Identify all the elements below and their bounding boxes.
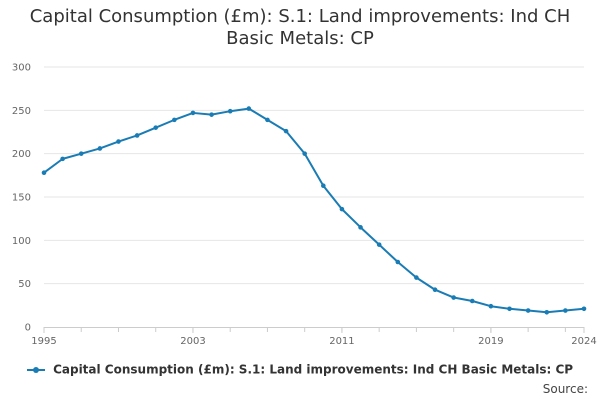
data-point-2010[interactable] bbox=[321, 183, 326, 189]
data-point-2017[interactable] bbox=[451, 295, 456, 300]
y-tick-label-50: 50 bbox=[18, 279, 31, 290]
y-tick-label-300: 300 bbox=[12, 63, 31, 74]
legend-line-marker-icon bbox=[26, 364, 45, 376]
y-tick-label-100: 100 bbox=[12, 236, 31, 247]
x-tick-label-2011: 2011 bbox=[329, 336, 354, 347]
data-point-1999[interactable] bbox=[116, 139, 121, 144]
data-point-1998[interactable] bbox=[97, 146, 103, 151]
y-tick-label-0: 0 bbox=[25, 323, 31, 334]
legend-entry-label: Capital Consumption (£m): S.1: Land impr… bbox=[53, 362, 574, 377]
y-tick-label-250: 250 bbox=[12, 106, 31, 117]
series-line-0 bbox=[43, 107, 585, 314]
axes bbox=[43, 327, 585, 333]
source-label: Source: bbox=[542, 382, 588, 396]
data-point-2020[interactable] bbox=[507, 306, 512, 312]
data-point-2003[interactable] bbox=[190, 110, 196, 116]
data-point-2022[interactable] bbox=[544, 309, 550, 315]
data-point-2000[interactable] bbox=[134, 133, 140, 138]
data-point-1997[interactable] bbox=[78, 151, 84, 156]
x-tick-label-2003: 2003 bbox=[180, 336, 205, 347]
data-point-2023[interactable] bbox=[563, 308, 568, 313]
data-point-1995[interactable] bbox=[41, 170, 47, 176]
data-point-2001[interactable] bbox=[153, 125, 159, 130]
series bbox=[41, 106, 587, 315]
chart-title-line-2: Basic Metals: CP bbox=[226, 28, 374, 49]
data-point-2009[interactable] bbox=[302, 151, 307, 156]
data-point-2007[interactable] bbox=[265, 117, 270, 123]
data-point-2006[interactable] bbox=[246, 106, 252, 111]
legend-dot-icon bbox=[32, 366, 39, 373]
y-tick-label-200: 200 bbox=[12, 149, 31, 160]
data-point-2011[interactable] bbox=[339, 206, 345, 212]
y-tick-labels: 0 50 100 150 200 250 300 bbox=[12, 63, 31, 334]
y-tick-label-150: 150 bbox=[12, 193, 31, 204]
data-point-2012[interactable] bbox=[358, 225, 363, 230]
chart-title: Capital Consumption (£m): S.1: Land impr… bbox=[0, 6, 600, 50]
data-point-2015[interactable] bbox=[414, 275, 419, 280]
gridlines bbox=[44, 66, 584, 285]
data-point-2018[interactable] bbox=[469, 298, 475, 304]
data-point-1996[interactable] bbox=[60, 156, 65, 162]
data-point-2019[interactable] bbox=[488, 303, 494, 309]
data-point-2004[interactable] bbox=[209, 112, 214, 117]
x-tick-label-1995: 1995 bbox=[31, 336, 56, 347]
data-point-2002[interactable] bbox=[172, 117, 177, 123]
chart-title-line-1: Capital Consumption (£m): S.1: Land impr… bbox=[29, 6, 571, 27]
x-tick-label-2019: 2019 bbox=[478, 336, 503, 347]
x-tick-label-2024: 2024 bbox=[571, 336, 596, 347]
data-point-2014[interactable] bbox=[395, 259, 401, 265]
data-point-2008[interactable] bbox=[283, 128, 289, 134]
data-point-2024[interactable] bbox=[581, 306, 587, 312]
x-tick-labels: 1995 2003 2011 2019 2024 bbox=[31, 336, 596, 347]
legend[interactable]: Capital Consumption (£m): S.1: Land impr… bbox=[0, 362, 600, 377]
data-point-2016[interactable] bbox=[432, 287, 438, 293]
data-point-2005[interactable] bbox=[227, 108, 233, 114]
data-point-2021[interactable] bbox=[525, 308, 531, 313]
data-point-2013[interactable] bbox=[376, 242, 382, 247]
